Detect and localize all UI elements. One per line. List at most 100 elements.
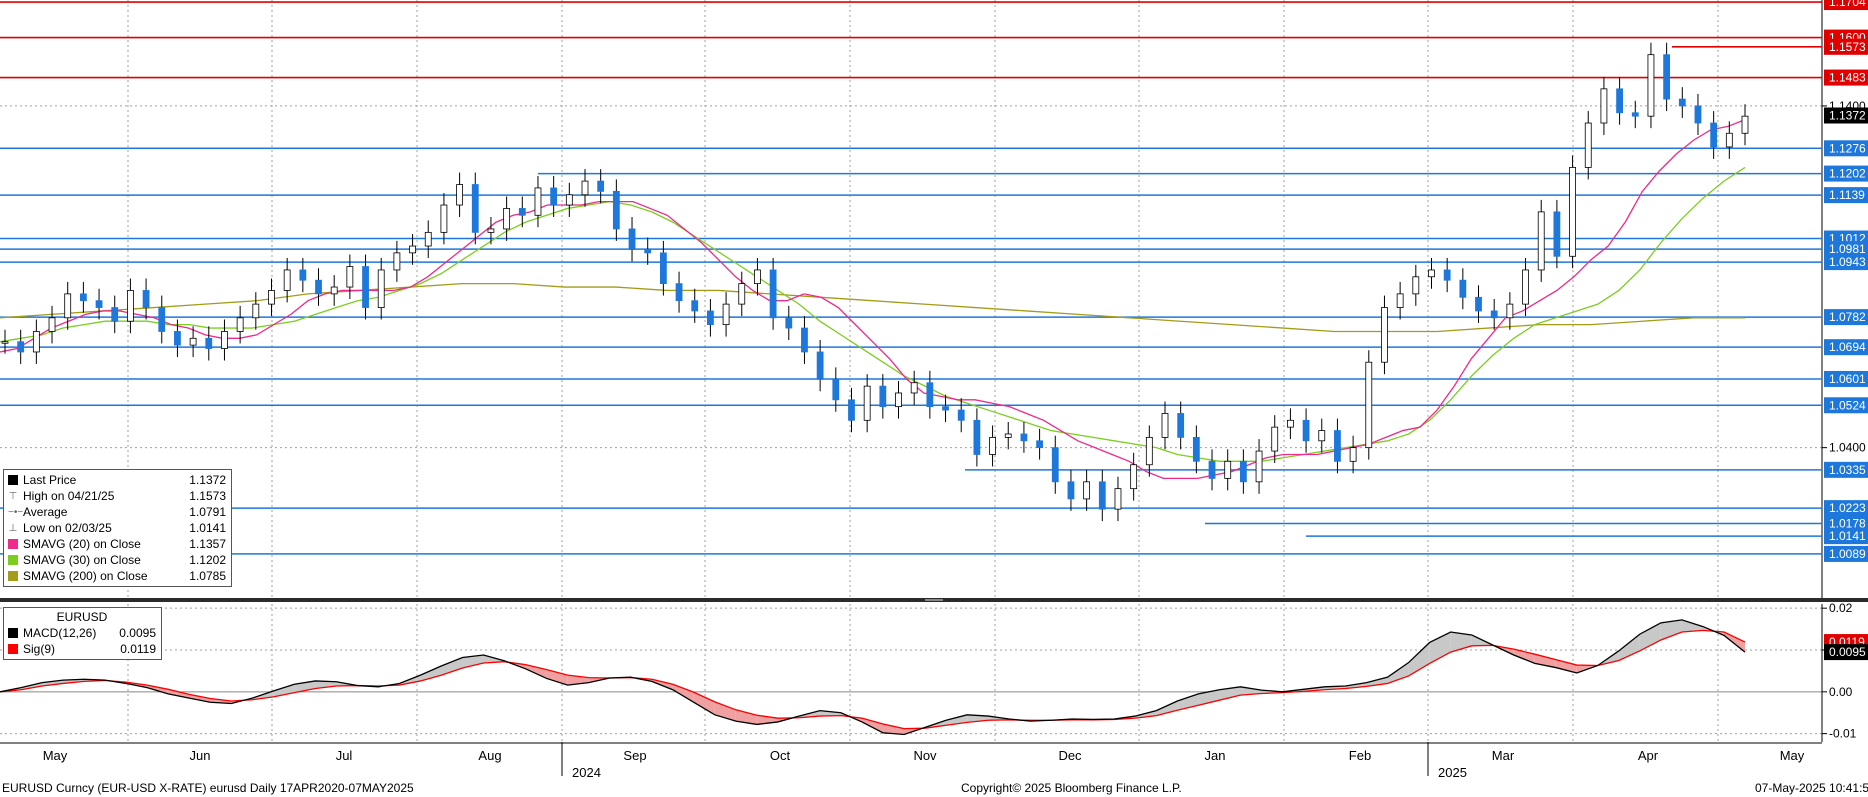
- macd-series: [0, 619, 1746, 736]
- candle-89: [1396, 281, 1404, 320]
- candle-76: [1192, 425, 1200, 474]
- candle-15: [236, 305, 244, 344]
- candle-13: [205, 326, 213, 361]
- legend-row-1: ⊤ High on 04/21/25 1.1573: [8, 488, 226, 504]
- candle-0: [1, 329, 9, 354]
- candle-37: [581, 169, 589, 207]
- candle-body-39: [612, 190, 620, 230]
- legend-value-1: 1.1573: [189, 489, 226, 503]
- candle-body-85: [1334, 430, 1341, 462]
- support-label-1.0141-bg: [1824, 528, 1868, 545]
- candle-68: [1067, 469, 1075, 511]
- support-label-1.0694: 1.0694: [1824, 339, 1868, 356]
- candle-54: [848, 387, 855, 433]
- candle-body-81: [1271, 426, 1279, 452]
- candle-body-70: [1098, 481, 1106, 510]
- macd-fill-74: [1555, 659, 1577, 673]
- candle-46: [722, 292, 730, 337]
- candle-36: [565, 182, 573, 217]
- candle-16: [252, 292, 260, 330]
- month-label-1: Jun: [190, 748, 211, 763]
- candle-body-71: [1114, 488, 1122, 510]
- candle-body-92: [1443, 269, 1451, 281]
- macd-fill-20: [420, 665, 442, 681]
- support-label-1.0981-text: 1.0981: [1829, 242, 1866, 256]
- last-price-label-text: 1.1372: [1829, 108, 1866, 122]
- macd-value-label-bg: [1824, 644, 1868, 661]
- candle-66: [1036, 428, 1043, 460]
- candle-body-100: [1569, 167, 1576, 257]
- legend-name-4: SMAVG (20) on Close: [23, 537, 141, 551]
- candle-86: [1349, 435, 1357, 474]
- candle-34: [534, 175, 542, 228]
- candle-9: [142, 278, 150, 320]
- candle-87: [1365, 350, 1373, 460]
- candle-53: [832, 367, 840, 412]
- candle-102: [1600, 76, 1608, 135]
- support-label-1.0335-bg: [1824, 461, 1868, 478]
- macd-legend-name-1: Sig(9): [23, 642, 56, 656]
- candle-67: [1051, 435, 1059, 494]
- candle-28: [440, 193, 448, 245]
- support-label-1.0981: 1.0981: [1824, 241, 1868, 258]
- candle-35: [550, 175, 558, 217]
- macd-line: [0, 619, 1746, 736]
- candle-body-105: [1647, 54, 1655, 117]
- macd-value-label: 0.0095: [1824, 644, 1868, 661]
- candle-47: [738, 271, 746, 317]
- support-label-1.0223: 1.0223: [1824, 500, 1868, 517]
- macd-fill-66: [1387, 662, 1409, 684]
- candle-body-78: [1224, 460, 1232, 479]
- legend-value-0: 1.1372: [189, 473, 226, 487]
- support-label-1.0178-text: 1.0178: [1829, 517, 1866, 531]
- candle-body-65: [1020, 433, 1028, 442]
- candle-103: [1616, 76, 1623, 125]
- macd-fill-13: [273, 684, 295, 697]
- candle-72: [1130, 452, 1138, 501]
- macd-fill-55: [1156, 701, 1178, 716]
- candle-64: [1004, 422, 1012, 450]
- candle-61: [957, 398, 965, 433]
- resistance-label-1.1704: 1.1704: [1824, 0, 1868, 11]
- legend-low-icon: ⊥: [8, 522, 18, 534]
- candle-body-88: [1381, 307, 1388, 363]
- macd-tick-label-0: 0.02: [1829, 601, 1853, 615]
- macd-fill-21: [441, 657, 463, 676]
- candle-body-47: [738, 283, 746, 305]
- candle-92: [1443, 257, 1451, 293]
- candle-41: [644, 237, 652, 265]
- macd-fill-59: [1240, 686, 1262, 696]
- resistance-label-1.1573-text: 1.1573: [1829, 40, 1866, 54]
- candle-body-45: [707, 310, 714, 326]
- candle-109: [1710, 111, 1718, 159]
- support-label-1.1276: 1.1276: [1824, 140, 1868, 157]
- support-label-1.0943-bg: [1824, 254, 1868, 271]
- candle-body-76: [1192, 436, 1200, 462]
- candle-body-33: [518, 208, 526, 216]
- candle-body-110: [1725, 132, 1733, 148]
- candle-body-52: [816, 351, 824, 380]
- price-legend: Last Price 1.1372 ⊤ High on 04/21/25 1.1573−…: [3, 469, 232, 587]
- legend-row-6: SMAVG (200) on Close 1.0785: [8, 568, 226, 584]
- macd-legend-value-0: 0.0095: [119, 626, 156, 640]
- macd-legend-swatch-0: [8, 628, 18, 638]
- month-label-8: Jan: [1205, 748, 1226, 763]
- candle-body-5: [79, 293, 87, 302]
- candle-body-27: [424, 231, 432, 247]
- panel-separator-handle: [925, 599, 943, 601]
- series-line-smavg-30: [0, 166, 1746, 462]
- candle-body-48: [754, 269, 761, 285]
- candle-71: [1114, 476, 1122, 522]
- candle-body-95: [1490, 310, 1498, 319]
- candle-body-82: [1287, 419, 1294, 428]
- candle-62: [973, 408, 981, 467]
- candle-body-89: [1396, 293, 1404, 308]
- legend-high-icon: ⊤: [8, 490, 18, 502]
- candle-44: [691, 288, 699, 323]
- support-label-1.0524-bg: [1824, 397, 1868, 414]
- candle-body-91: [1428, 269, 1435, 278]
- macd-fill-9: [189, 694, 211, 703]
- legend-row-4: SMAVG (20) on Close 1.1357: [8, 536, 226, 552]
- footer-right: 07-May-2025 10:41:53: [1755, 781, 1868, 795]
- candle-body-29: [456, 184, 463, 206]
